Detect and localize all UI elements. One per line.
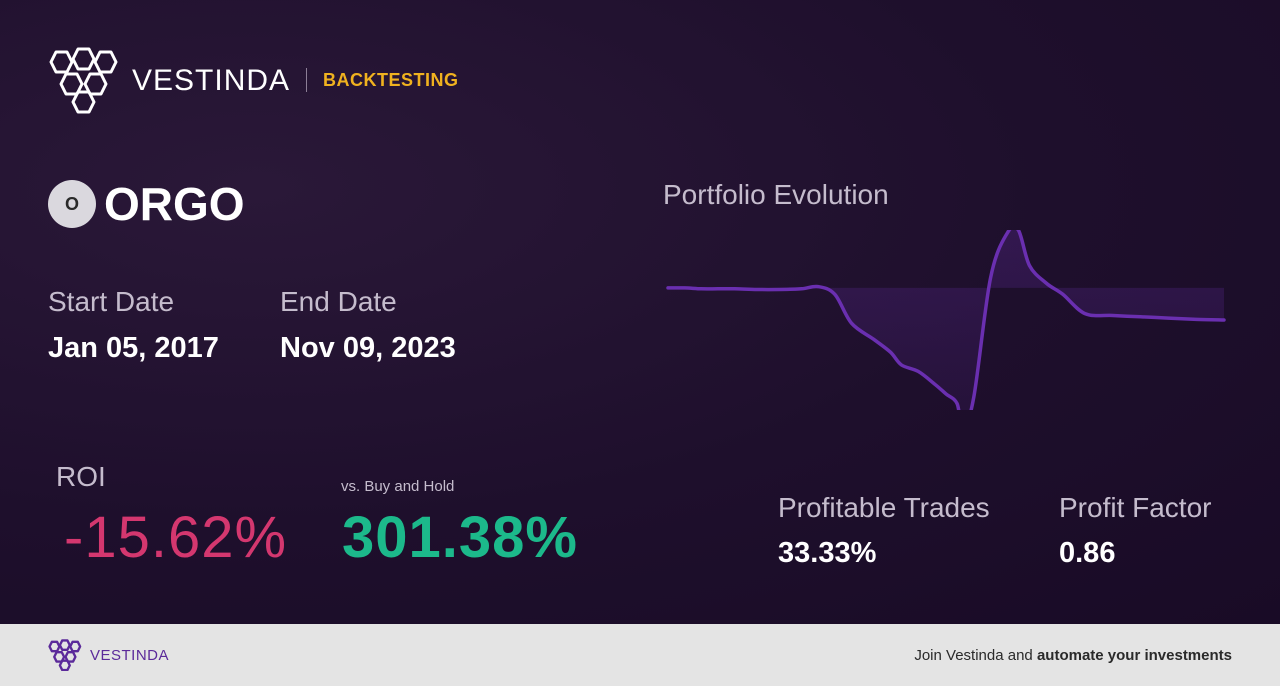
section-tag: BACKTESTING — [323, 69, 459, 90]
portfolio-evolution-chart — [666, 230, 1226, 410]
brand-header: VESTINDA BACKTESTING — [48, 46, 459, 114]
footer-cta-emphasis: automate your investments — [1036, 646, 1232, 664]
start-date-label: Start Date — [48, 286, 175, 317]
footer-cta[interactable]: Join Vestinda and automate your investme… — [914, 647, 1232, 664]
portfolio-line — [666, 230, 1226, 410]
vestinda-logo-icon — [49, 47, 118, 114]
end-date-label: End Date — [280, 286, 397, 317]
backtest-card: VESTINDA BACKTESTING O ORGO Start Date J… — [0, 0, 1280, 624]
portfolio-area-fill — [668, 230, 1224, 410]
roi-label: ROI — [56, 461, 106, 492]
end-date-value: Nov 09, 2023 — [280, 332, 456, 364]
roi-value: -15.62% — [64, 505, 288, 570]
profitable-trades-value: 33.33% — [778, 537, 877, 569]
brand-divider — [306, 68, 308, 92]
start-date-value: Jan 05, 2017 — [48, 332, 219, 364]
footer-brand-name: VESTINDA — [90, 646, 170, 664]
footer-brand[interactable]: VESTINDA — [48, 639, 169, 671]
profit-factor-value: 0.86 — [1059, 537, 1116, 569]
footer-bar: VESTINDA Join Vestinda and automate your… — [0, 624, 1280, 686]
vestinda-logo-icon — [48, 639, 82, 671]
chart-title: Portfolio Evolution — [663, 179, 889, 210]
vs-buy-hold-label: vs. Buy and Hold — [341, 478, 455, 495]
vs-buy-hold-value: 301.38% — [342, 505, 578, 570]
brand-name: VESTINDA — [132, 64, 291, 97]
profitable-trades-label: Profitable Trades — [778, 492, 990, 523]
footer-cta-prefix: Join Vestinda and — [914, 646, 1033, 664]
ticker-symbol: ORGO — [104, 178, 245, 230]
ticker-badge: O — [48, 180, 96, 228]
profit-factor-label: Profit Factor — [1059, 492, 1212, 523]
